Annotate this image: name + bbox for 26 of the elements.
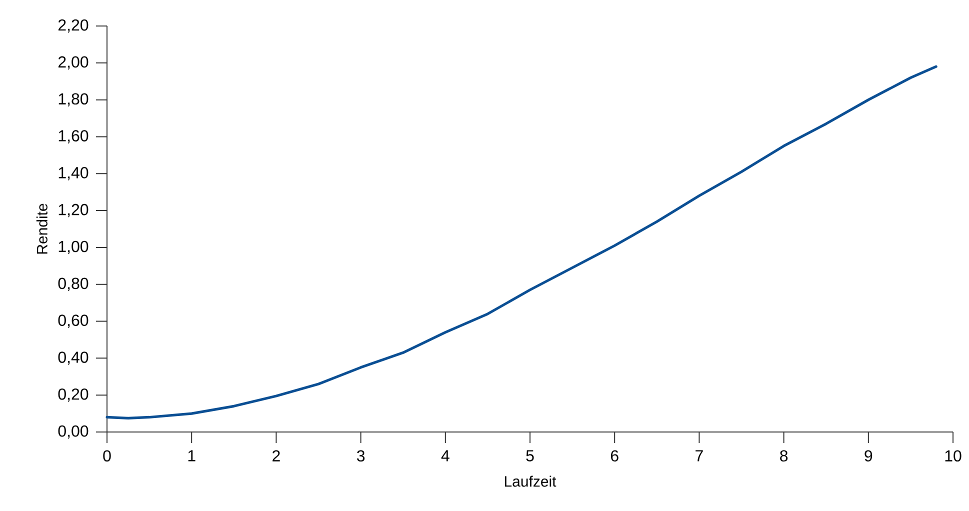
- x-tick-label: 5: [526, 450, 534, 462]
- y-axis-title: Rendite: [36, 204, 48, 254]
- x-tick-label: 2: [272, 450, 280, 462]
- x-tick-label: 6: [610, 450, 618, 462]
- x-tick-label: 1: [188, 450, 196, 462]
- y-tick-label: 2,00: [58, 56, 88, 70]
- x-axis-title: Laufzeit: [504, 476, 556, 487]
- line-series: [106, 65, 938, 420]
- x-tick-label: 10: [945, 450, 962, 462]
- y-tick-label: 1,20: [58, 204, 88, 218]
- y-tick-label: 0,20: [58, 388, 88, 402]
- y-tick-label: 0,00: [58, 425, 88, 439]
- x-tick-label: 4: [441, 450, 450, 462]
- x-tick-label: 9: [864, 450, 872, 462]
- y-tick-label: 1,40: [58, 167, 88, 180]
- y-tick-label: 1,60: [58, 130, 88, 144]
- y-tick-label: 0,40: [58, 352, 88, 365]
- y-tick-label: 0,60: [58, 314, 88, 328]
- y-tick-label: 1,80: [58, 93, 88, 106]
- y-tick-label: 0,80: [58, 278, 88, 291]
- x-tick-label: 7: [696, 450, 703, 462]
- x-tick-label: 8: [780, 450, 788, 462]
- y-tick-label: 2,20: [58, 19, 88, 33]
- x-tick-label: 0: [103, 450, 111, 462]
- x-tick-label: 3: [356, 450, 365, 462]
- y-tick-label: 1,00: [58, 240, 88, 254]
